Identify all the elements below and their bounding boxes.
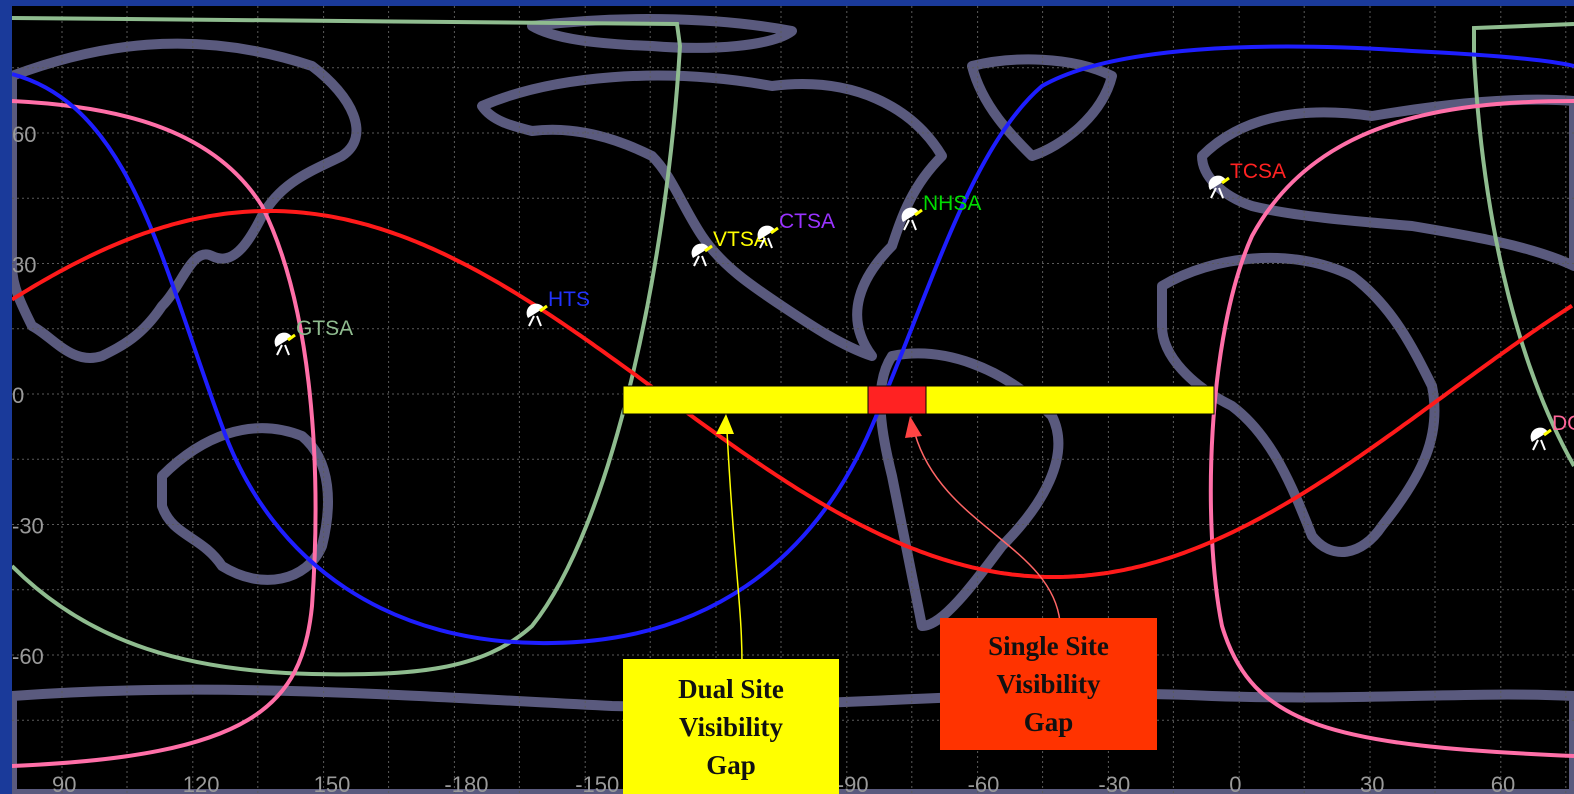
callout-arrows (716, 414, 1061, 665)
station-label: GTSA (296, 317, 353, 340)
longitude-label: 150 (314, 772, 351, 794)
africa-coastline (1157, 252, 1440, 557)
green-footprint-left (12, 16, 683, 677)
station-label: VTSA (713, 228, 768, 251)
dual-site-gap-bar-left (622, 385, 869, 415)
map-canvas: GTSA HTS VTSA CTSA NHSA TCSA DGSA 90 120 150 -180… (12, 6, 1574, 794)
dish-stand (759, 237, 766, 249)
dish-beam (1221, 176, 1230, 185)
latitude-label: 30 (12, 253, 36, 278)
dish-beam (914, 208, 923, 217)
longitude-label: -180 (444, 772, 488, 794)
europe-coastline (1197, 94, 1574, 271)
dual-site-gap-bar-right (925, 385, 1215, 415)
ground-station-nhsa: NHSA (901, 192, 981, 231)
greenland-coastline (967, 54, 1117, 161)
north-america-coastline (477, 70, 947, 361)
longitude-label: 60 (1491, 772, 1515, 794)
dual-gap-arrowhead (716, 414, 734, 434)
dish-stand (693, 255, 700, 267)
dual-site-gap-label: Dual Site Visibility Gap (678, 673, 784, 780)
dish-stand (536, 315, 542, 327)
satellite-dish-icon (526, 303, 544, 318)
blue-footprint (12, 44, 1574, 646)
green-footprint-right (1472, 22, 1574, 467)
single-gap-arrow-line (914, 433, 1061, 623)
latitude-label: -30 (12, 514, 44, 539)
satellite-dish-icon (691, 243, 709, 258)
dish-beam (770, 226, 779, 235)
single-site-gap-bar (867, 385, 927, 415)
satellite-dish-icon (274, 332, 292, 347)
arctic-coastline (527, 14, 797, 53)
latitude-label: 0 (12, 383, 24, 408)
station-label: DGSA (1552, 412, 1574, 435)
axis-labels: 90120150-180-150-120-90-60-300306060300-… (12, 122, 1515, 794)
dish-stand (1532, 439, 1539, 451)
ground-station-hts: HTS (526, 288, 590, 327)
dish-beam (1543, 428, 1552, 437)
dish-stand (767, 237, 773, 249)
longitude-label: 90 (52, 772, 76, 794)
australia-coastline (157, 423, 333, 585)
satellite-dish-icon (757, 225, 775, 240)
orbit-curves (12, 16, 1574, 768)
dish-beam (539, 304, 548, 313)
ground-station-tcsa: TCSA (1208, 160, 1286, 199)
satellite-dish-icon (1530, 427, 1548, 442)
single-site-gap-callout: Single Site Visibility Gap (940, 618, 1157, 750)
station-label: TCSA (1230, 160, 1286, 183)
pink-footprint-left (12, 99, 318, 768)
station-label: HTS (548, 288, 590, 311)
ground-station-gtsa: GTSA (274, 317, 353, 356)
dish-stand (528, 315, 535, 327)
visibility-gap-bar (622, 385, 1215, 415)
longitude-label: 0 (1229, 772, 1241, 794)
longitude-label: -150 (575, 772, 619, 794)
ground-station-ctsa: CTSA (757, 210, 835, 249)
dual-gap-arrow-line (726, 430, 743, 665)
latitude-label: -60 (12, 644, 44, 669)
dish-beam (287, 333, 296, 342)
longitude-label: 30 (1360, 772, 1384, 794)
station-label: CTSA (779, 210, 835, 233)
ground-station-dgsa: DGSA (1530, 412, 1574, 451)
ground-station-vtsa: VTSA (691, 228, 768, 267)
dish-stand (284, 344, 290, 356)
longitude-label: -90 (837, 772, 869, 794)
longitude-label: -30 (1098, 772, 1130, 794)
dish-stand (701, 255, 707, 267)
pink-footprint-right (1208, 99, 1574, 758)
dish-stand (903, 219, 910, 231)
latitude-label: 60 (12, 122, 36, 147)
coastlines (12, 14, 1574, 794)
dish-stand (1210, 187, 1217, 199)
station-label: NHSA (923, 192, 981, 215)
longitude-label: 120 (183, 772, 220, 794)
dish-beam (704, 244, 713, 253)
satellite-dish-icon (1208, 175, 1226, 190)
asia-coastline (12, 38, 362, 363)
dish-stand (911, 219, 917, 231)
dish-stand (1540, 439, 1546, 451)
dish-stand (276, 344, 283, 356)
dish-stand (1218, 187, 1224, 199)
ground-track (12, 209, 1574, 579)
ground-stations: GTSA HTS VTSA CTSA NHSA TCSA DGSA (274, 160, 1574, 451)
satellite-dish-icon (901, 207, 919, 222)
dual-site-gap-callout: Dual Site Visibility Gap (623, 659, 839, 794)
single-gap-arrowhead (905, 416, 922, 438)
longitude-label: -60 (968, 772, 1000, 794)
antarctica-coastline (12, 684, 1574, 794)
single-site-gap-label: Single Site Visibility Gap (988, 631, 1109, 737)
